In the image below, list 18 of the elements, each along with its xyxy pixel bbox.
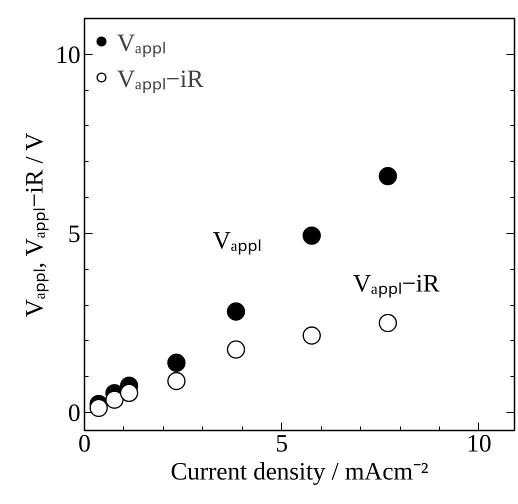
annotation: Vₐₚₚₗ [212,227,262,254]
annotation: Vₐₚₚₗ−iR [352,270,440,298]
legend-label: Vₐₚₚₗ [117,29,166,58]
y-tick-label: 0 [68,400,80,428]
point [167,354,186,372]
y-tick-label: 10 [56,42,80,69]
x-tick-label: 10 [466,430,492,458]
point [226,302,246,321]
y-tick-label: 5 [68,220,80,248]
point [90,398,108,418]
legend-label: Vₐₚₚₗ−iR [117,65,204,94]
point [120,384,138,402]
point [302,226,321,245]
y-axis-title: Vₐₚₚₗ, Vₐₚₚₗ−iR / V [22,132,48,318]
point [105,390,124,409]
x-tick-label: 5 [276,430,288,458]
x-axis-title: Current density / mAcm⁻² [170,458,428,486]
point [378,167,398,186]
